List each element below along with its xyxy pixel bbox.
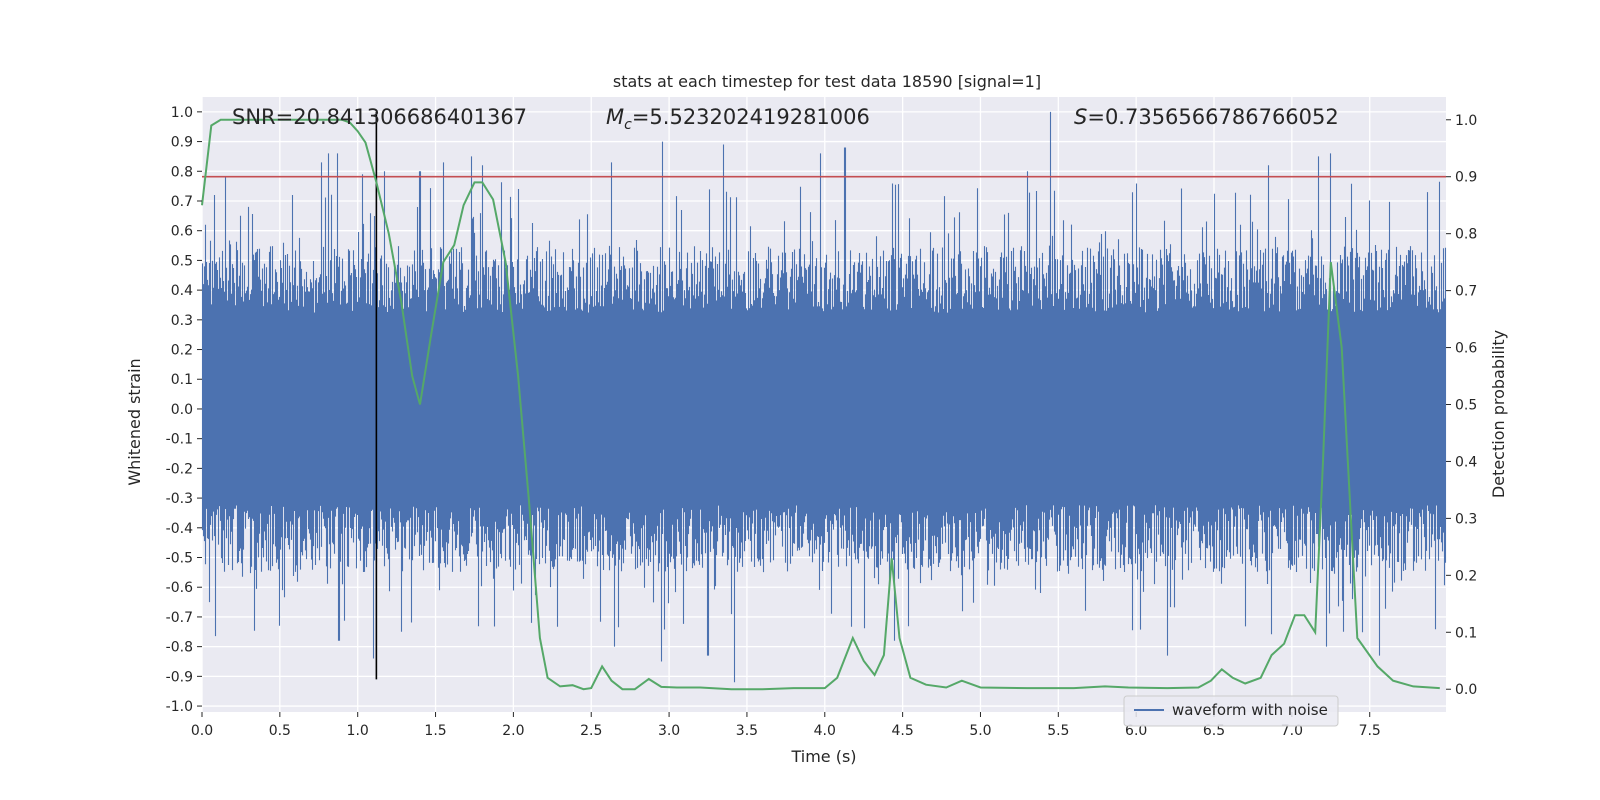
x-axis-label: Time (s)	[790, 747, 856, 766]
y2-tick-label: 0.8	[1455, 227, 1477, 243]
y-tick-label: -0.4	[166, 521, 193, 537]
x-tick-label: 1.0	[347, 723, 369, 739]
waveform-series	[201, 111, 1447, 683]
x-tick-label: 7.0	[1281, 723, 1303, 739]
spin-annotation: S=0.7356566786766052	[1074, 105, 1339, 129]
y2-tick-label: 0.0	[1455, 682, 1477, 698]
detection-probability-line	[201, 118, 1440, 691]
y-axis-label: Whitened strain	[125, 358, 144, 485]
y-tick-label: 0.5	[171, 253, 193, 269]
y2-tick-label: 0.6	[1455, 341, 1477, 357]
x-tick-label: 4.5	[891, 723, 913, 739]
y2-tick-label: 0.2	[1455, 568, 1477, 584]
y2-tick-label: 0.3	[1455, 511, 1477, 527]
x-tick-label: 0.0	[191, 723, 213, 739]
x-tick-label: 3.5	[736, 723, 758, 739]
x-tick-label: 2.0	[502, 723, 524, 739]
y-tick-label: 0.9	[171, 135, 193, 151]
y-tick-label: 0.2	[171, 343, 193, 359]
y-tick-label: -0.5	[166, 551, 193, 567]
x-tick-label: 3.0	[658, 723, 680, 739]
y-tick-label: 1.0	[171, 105, 193, 121]
y2-tick-label: 1.0	[1455, 113, 1477, 129]
y2-tick-label: 0.9	[1455, 170, 1477, 186]
y2-tick-label: 0.4	[1455, 454, 1477, 470]
x-tick-label: 4.0	[814, 723, 836, 739]
y-tick-label: -0.7	[166, 610, 193, 626]
chart-title: stats at each timestep for test data 185…	[613, 72, 1041, 91]
x-tick-label: 5.0	[969, 723, 991, 739]
y-tick-label: 0.1	[171, 372, 193, 388]
y-tick-label: -0.8	[166, 640, 193, 656]
legend: waveform with noise	[1123, 695, 1339, 727]
waveform-line	[201, 111, 1447, 683]
y2-tick-label: 0.1	[1455, 625, 1477, 641]
y-tick-label: 0.8	[171, 164, 193, 180]
y-tick-label: 0.0	[171, 402, 193, 418]
x-tick-label: 0.5	[269, 723, 291, 739]
x-tick-label: 5.5	[1047, 723, 1069, 739]
y-tick-label: 0.7	[171, 194, 193, 210]
y-tick-label: -0.3	[166, 491, 193, 507]
x-tick-label: 1.5	[424, 723, 446, 739]
y-tick-label: 0.4	[171, 283, 193, 299]
y2-axis-label: Detection probability	[1489, 330, 1508, 498]
y-tick-label: 0.6	[171, 224, 193, 240]
legend-label: waveform with noise	[1172, 701, 1328, 719]
y2-tick-label: 0.7	[1455, 284, 1477, 300]
x-tick-label: 2.5	[580, 723, 602, 739]
y-tick-label: -0.6	[166, 580, 193, 596]
x-tick-label: 6.5	[1203, 723, 1225, 739]
y-tick-label: 0.3	[171, 313, 193, 329]
x-tick-label: 6.0	[1125, 723, 1147, 739]
y2-tick-label: 0.5	[1455, 398, 1477, 414]
chirp-mass-annotation: Mc=5.523202419281006	[606, 105, 870, 133]
y-tick-label: -0.2	[166, 461, 193, 477]
y-tick-label: -0.1	[166, 432, 193, 448]
y-tick-label: -1.0	[166, 699, 193, 715]
y-tick-label: -0.9	[166, 669, 193, 685]
x-tick-label: 7.5	[1359, 723, 1381, 739]
snr-annotation: SNR=20.841306686401367	[232, 105, 527, 129]
